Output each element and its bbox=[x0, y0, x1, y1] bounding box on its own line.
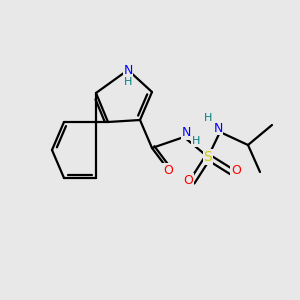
Text: H: H bbox=[192, 136, 200, 146]
Text: H: H bbox=[124, 77, 132, 87]
Text: N: N bbox=[213, 122, 223, 134]
Text: O: O bbox=[163, 164, 173, 176]
Text: O: O bbox=[183, 173, 193, 187]
Text: O: O bbox=[231, 164, 241, 176]
Text: H: H bbox=[204, 113, 212, 123]
Text: S: S bbox=[204, 150, 212, 164]
Text: N: N bbox=[123, 64, 133, 76]
Text: N: N bbox=[181, 127, 191, 140]
